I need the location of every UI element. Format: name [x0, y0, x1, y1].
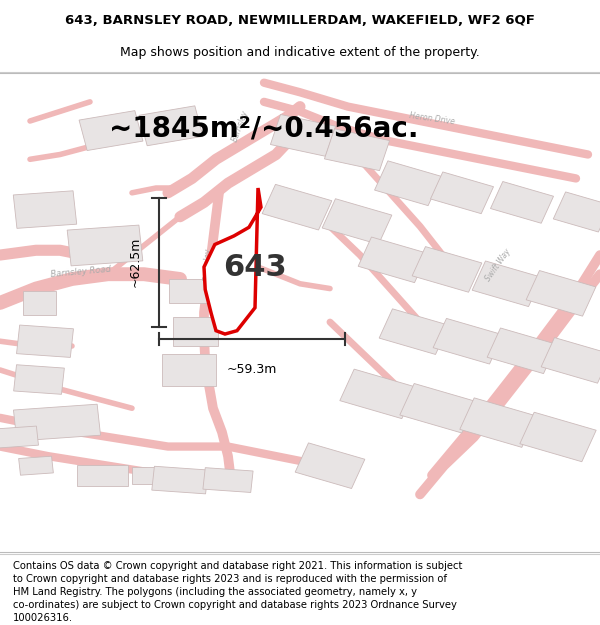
Polygon shape	[17, 325, 73, 357]
Polygon shape	[322, 199, 392, 244]
Polygon shape	[13, 404, 101, 441]
Text: co-ordinates) are subject to Crown copyright and database rights 2023 Ordnance S: co-ordinates) are subject to Crown copyr…	[13, 600, 457, 610]
Polygon shape	[169, 279, 209, 303]
Text: 100026316.: 100026316.	[13, 612, 73, 622]
Polygon shape	[472, 261, 542, 307]
Polygon shape	[79, 111, 143, 151]
Polygon shape	[139, 106, 203, 146]
Polygon shape	[13, 191, 77, 228]
Text: ~1845m²/~0.456ac.: ~1845m²/~0.456ac.	[109, 114, 419, 142]
Polygon shape	[430, 172, 494, 214]
Polygon shape	[162, 354, 216, 386]
Polygon shape	[412, 247, 482, 292]
Polygon shape	[460, 398, 536, 448]
Polygon shape	[67, 225, 143, 266]
Polygon shape	[132, 467, 162, 484]
Text: Barnsley
Road: Barnsley Road	[203, 248, 223, 282]
Polygon shape	[204, 188, 261, 334]
Text: 643, BARNSLEY ROAD, NEWMILLERDAM, WAKEFIELD, WF2 6QF: 643, BARNSLEY ROAD, NEWMILLERDAM, WAKEFI…	[65, 14, 535, 27]
Polygon shape	[295, 443, 365, 489]
Polygon shape	[77, 464, 128, 486]
Text: ~62.5m: ~62.5m	[128, 237, 142, 288]
Polygon shape	[358, 237, 428, 282]
Polygon shape	[487, 328, 557, 374]
Polygon shape	[19, 456, 53, 475]
Polygon shape	[203, 468, 253, 492]
Polygon shape	[526, 271, 596, 316]
Text: ~59.3m: ~59.3m	[227, 362, 277, 376]
Polygon shape	[340, 369, 416, 419]
Text: to Crown copyright and database rights 2023 and is reproduced with the permissio: to Crown copyright and database rights 2…	[13, 574, 447, 584]
Text: Heron Drive: Heron Drive	[409, 111, 455, 126]
Polygon shape	[0, 426, 38, 448]
Polygon shape	[379, 309, 449, 354]
Polygon shape	[520, 412, 596, 462]
Polygon shape	[541, 338, 600, 383]
Polygon shape	[490, 181, 554, 223]
Text: Barnsley: Barnsley	[230, 109, 250, 143]
Text: 643: 643	[223, 253, 287, 281]
Text: Barnsley Road: Barnsley Road	[50, 264, 112, 279]
Text: Map shows position and indicative extent of the property.: Map shows position and indicative extent…	[120, 46, 480, 59]
Polygon shape	[23, 291, 56, 315]
Text: Swift Way: Swift Way	[484, 247, 512, 282]
Polygon shape	[152, 466, 208, 494]
Polygon shape	[271, 114, 335, 156]
Text: HM Land Registry. The polygons (including the associated geometry, namely x, y: HM Land Registry. The polygons (includin…	[13, 587, 417, 597]
Polygon shape	[374, 161, 442, 206]
Polygon shape	[173, 318, 218, 346]
Polygon shape	[14, 365, 64, 394]
Text: Contains OS data © Crown copyright and database right 2021. This information is : Contains OS data © Crown copyright and d…	[13, 561, 463, 571]
Polygon shape	[553, 192, 600, 232]
Polygon shape	[400, 384, 476, 433]
Polygon shape	[325, 129, 389, 171]
Polygon shape	[262, 184, 332, 230]
Polygon shape	[433, 318, 503, 364]
